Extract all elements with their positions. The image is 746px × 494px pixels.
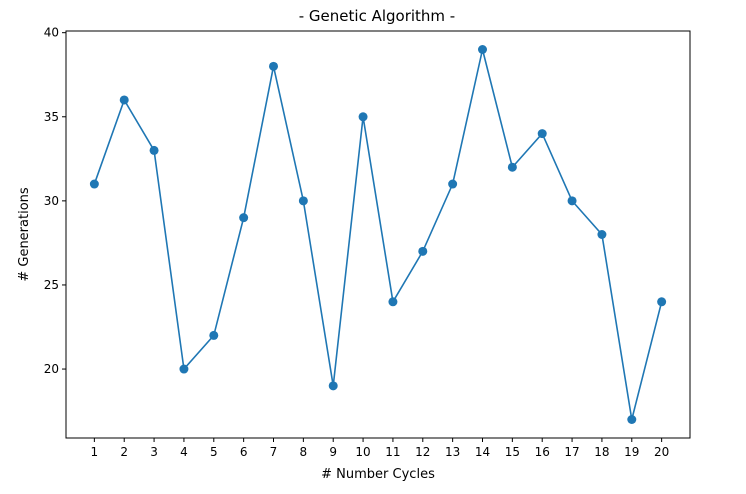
x-tick-label-12: 13 [445, 445, 460, 459]
y-tick-label-1: 25 [44, 278, 59, 292]
data-point-17 [567, 196, 577, 206]
chart-title: - Genetic Algorithm - [299, 7, 455, 25]
x-tick-label-1: 2 [120, 445, 128, 459]
y-tick-label-0: 20 [44, 362, 59, 376]
x-axis-label: # Number Cycles [321, 467, 435, 482]
data-point-3 [149, 145, 159, 155]
data-point-6 [239, 213, 249, 223]
data-point-13 [448, 179, 458, 189]
x-tick-label-8: 9 [329, 445, 337, 459]
plot-area [66, 31, 690, 438]
data-point-18 [597, 230, 607, 239]
data-point-10 [358, 112, 368, 122]
x-tick-label-7: 8 [300, 445, 308, 459]
data-point-5 [209, 330, 219, 340]
x-tick-label-10: 11 [385, 445, 400, 459]
x-tick-label-17: 18 [594, 445, 609, 459]
x-tick-label-2: 3 [150, 445, 158, 459]
data-point-15 [507, 162, 517, 172]
x-tick-label-5: 6 [240, 445, 248, 459]
x-tick-label-6: 7 [270, 445, 278, 459]
x-tick-label-3: 4 [180, 445, 188, 459]
x-tick-label-14: 15 [505, 445, 520, 459]
data-point-2 [119, 95, 129, 105]
plot-frame [65, 30, 691, 439]
x-tick-label-0: 1 [91, 445, 99, 459]
data-point-19 [627, 415, 637, 424]
data-point-11 [388, 297, 398, 307]
y-axis-label: # Generations [17, 187, 32, 282]
x-tick-label-13: 14 [475, 445, 490, 459]
x-tick-label-16: 17 [564, 445, 579, 459]
series-line [93, 49, 663, 420]
x-tick-label-15: 16 [535, 445, 550, 459]
y-tick-label-4: 40 [44, 26, 59, 40]
y-tick-label-3: 35 [44, 110, 59, 124]
data-point-4 [179, 364, 189, 374]
x-tick-label-4: 5 [210, 445, 218, 459]
y-tick-label-2: 30 [44, 194, 59, 208]
data-point-7 [269, 61, 279, 71]
x-tick-label-11: 12 [415, 445, 430, 459]
data-points [89, 45, 667, 424]
data-point-14 [477, 45, 487, 54]
y-axis: 20 25 30 35 40 [44, 26, 66, 376]
data-point-8 [298, 196, 308, 206]
data-point-16 [537, 129, 547, 139]
x-tick-label-18: 19 [624, 445, 639, 459]
x-axis: 1 2 3 4 5 6 7 8 9 10 11 12 13 14 15 16 17 18 19 20 [91, 438, 669, 459]
data-point-9 [328, 381, 338, 391]
x-tick-label-19: 20 [654, 445, 669, 459]
data-point-1 [89, 179, 99, 189]
data-point-12 [418, 246, 428, 256]
data-point-20 [657, 297, 667, 307]
x-tick-label-9: 10 [355, 445, 370, 459]
